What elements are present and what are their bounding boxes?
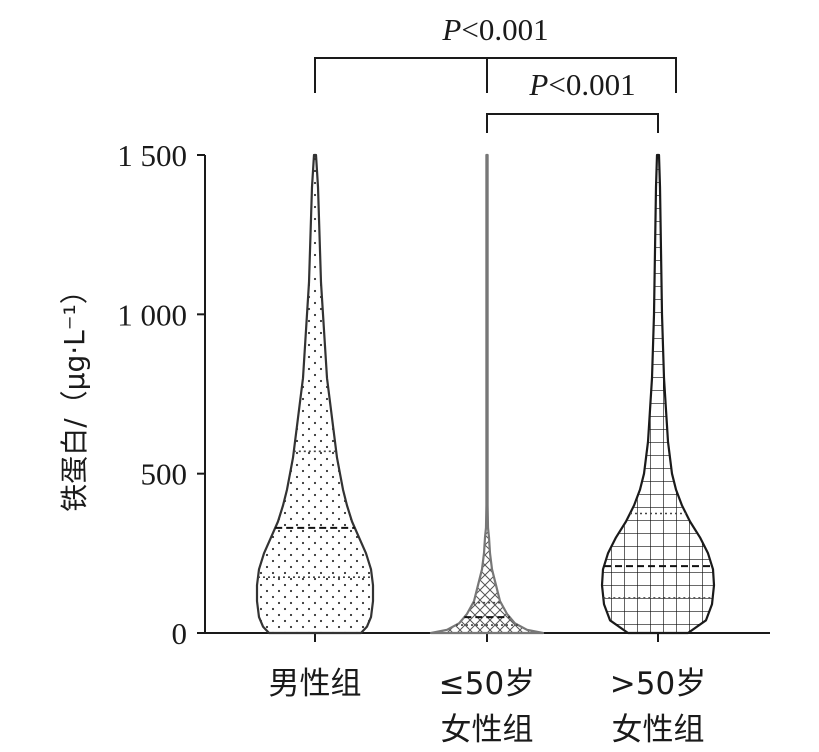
y-tick-label: 0: [172, 616, 188, 651]
violins: [255, 153, 716, 635]
significance-bracket-1: [314, 57, 677, 93]
category-label-1: 男性组: [269, 666, 362, 702]
y-tick-label: 1 500: [117, 138, 187, 173]
violin-1: [255, 153, 375, 635]
violin-3: [600, 153, 716, 635]
y-tick-label: 500: [141, 457, 188, 492]
y-tick-label: 1 000: [117, 297, 187, 332]
p-value-label-1: P<0.001: [441, 12, 548, 47]
significance-bracket-2: [486, 113, 659, 133]
y-axis-title: 铁蛋白/（μg·L⁻¹）: [58, 276, 91, 512]
category-label-3: >50岁: [610, 666, 706, 702]
violin-2: [429, 153, 545, 635]
category-label-3: 女性组: [612, 712, 705, 748]
category-label-2: 女性组: [441, 712, 534, 748]
p-value-label-2: P<0.001: [528, 67, 635, 102]
category-label-2: ≤50岁: [439, 666, 535, 702]
